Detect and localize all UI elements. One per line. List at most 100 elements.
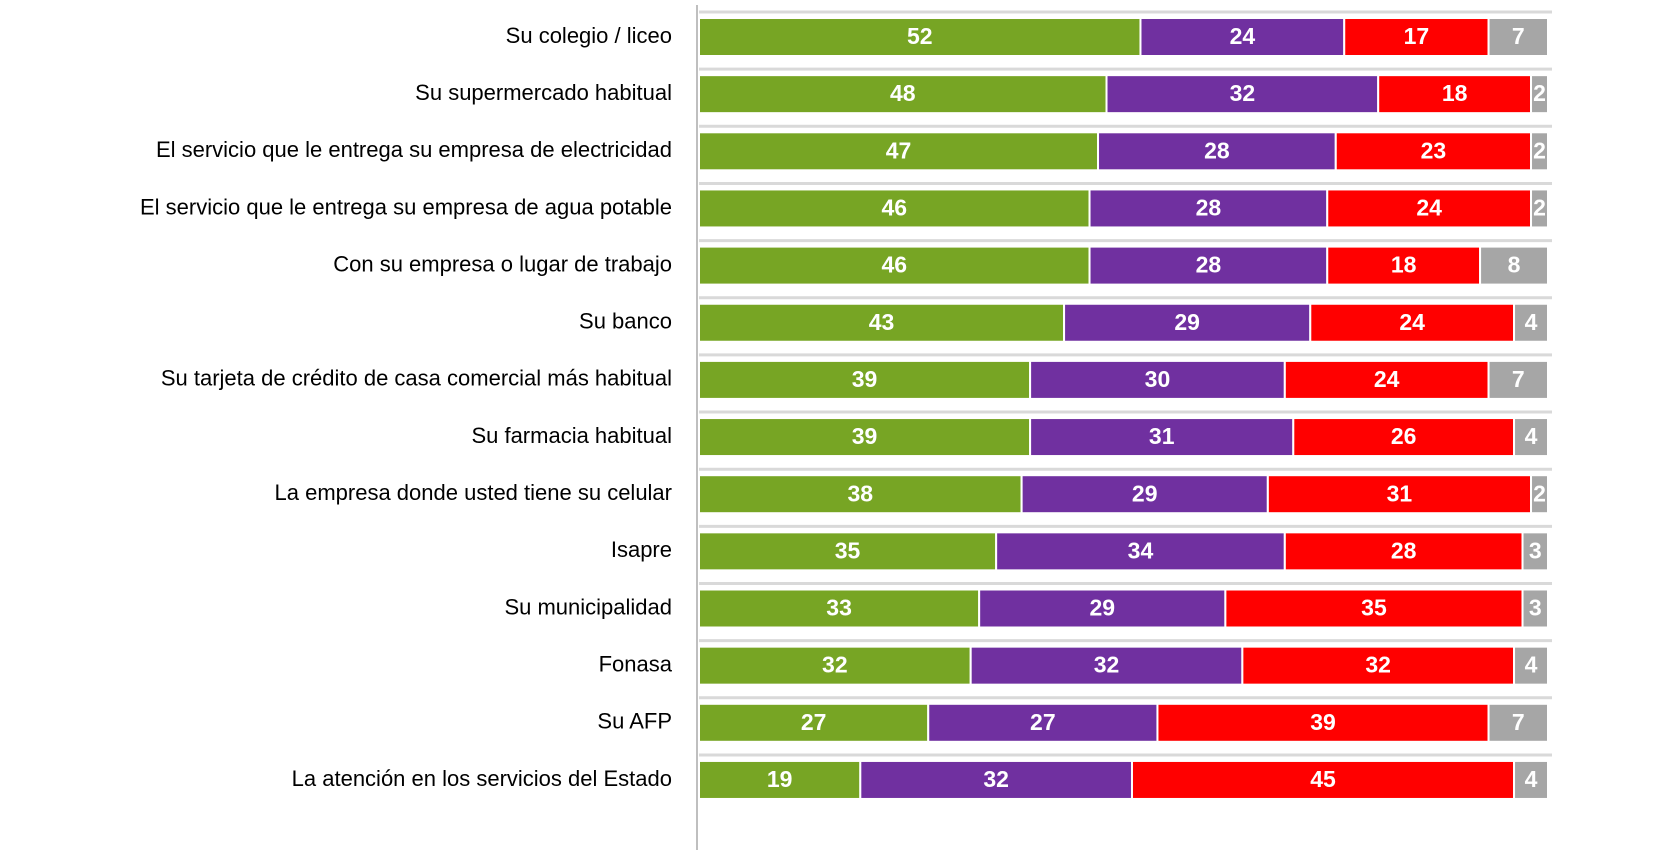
bar-segment [1530, 474, 1550, 515]
category-label: La empresa donde usted tiene su celular [275, 480, 672, 505]
value-label: 32 [1094, 652, 1120, 678]
bar-segment [1513, 759, 1550, 800]
value-label: 18 [1391, 252, 1417, 278]
value-label: 24 [1399, 309, 1425, 335]
category-label: El servicio que le entrega su empresa de… [156, 137, 672, 162]
value-label: 7 [1512, 23, 1525, 49]
value-label: 35 [835, 537, 861, 563]
value-label: 34 [1128, 537, 1154, 563]
value-label: 31 [1149, 423, 1175, 449]
value-label: 32 [983, 766, 1009, 792]
value-label: 19 [767, 766, 793, 792]
value-label: 2 [1533, 137, 1546, 163]
value-label: 46 [881, 195, 907, 221]
bar-segment [859, 759, 1133, 800]
value-label: 52 [907, 23, 933, 49]
bar-segment [1530, 131, 1550, 172]
bar-segment [698, 474, 1023, 515]
value-label: 43 [869, 309, 895, 335]
value-label: 38 [848, 480, 874, 506]
bar-segment [1487, 702, 1549, 743]
bar-segment [1283, 359, 1490, 400]
category-label: Isapre [611, 537, 672, 562]
value-label: 28 [1391, 537, 1417, 563]
bar-segment [1088, 188, 1329, 229]
bar-segment [698, 702, 930, 743]
value-label: 8 [1508, 252, 1521, 278]
bar-segment [698, 74, 1108, 115]
value-label: 27 [801, 709, 827, 735]
value-label: 24 [1374, 366, 1400, 392]
bar-segment [978, 588, 1227, 629]
value-label: 7 [1512, 366, 1525, 392]
value-label: 26 [1391, 423, 1417, 449]
bar-segment [1530, 188, 1550, 229]
value-label: 39 [852, 423, 878, 449]
bar-segment [1513, 645, 1550, 686]
bar-segment [1530, 74, 1550, 115]
bar-segment [969, 645, 1244, 686]
category-label: Su municipalidad [504, 594, 672, 619]
category-label: Fonasa [599, 651, 673, 676]
value-label: 35 [1361, 595, 1387, 621]
category-label: Su colegio / liceo [506, 23, 672, 48]
bar-segment [1224, 588, 1524, 629]
value-label: 3 [1529, 595, 1542, 621]
value-label: 32 [822, 652, 848, 678]
value-label: 32 [1230, 80, 1256, 106]
bar-segment [995, 531, 1286, 572]
category-label: La atención en los servicios del Estado [292, 766, 672, 791]
value-label: 31 [1387, 480, 1413, 506]
value-label: 23 [1421, 137, 1447, 163]
value-label: 4 [1525, 766, 1538, 792]
bar-segment [1266, 474, 1533, 515]
bar-segment [698, 645, 972, 686]
value-label: 32 [1365, 652, 1391, 678]
bar-segment [1309, 302, 1516, 343]
bar-segment [1130, 759, 1516, 800]
value-label: 3 [1529, 537, 1542, 563]
category-label: El servicio que le entrega su empresa de… [140, 194, 672, 219]
category-label: Su AFP [597, 709, 672, 734]
value-label: 2 [1533, 480, 1546, 506]
bar-segment [1513, 302, 1550, 343]
value-label: 28 [1204, 137, 1230, 163]
bar-segment [698, 588, 981, 629]
bar-segment [1105, 74, 1380, 115]
bar-segment [1097, 131, 1337, 172]
value-label: 29 [1089, 595, 1115, 621]
value-label: 45 [1310, 766, 1336, 792]
bar-segment [698, 417, 1032, 458]
value-label: 39 [1310, 709, 1336, 735]
bar-segment [698, 245, 1091, 286]
value-label: 17 [1404, 23, 1430, 49]
value-label: 30 [1145, 366, 1171, 392]
bar-segment [698, 188, 1091, 229]
value-label: 4 [1525, 423, 1538, 449]
value-label: 48 [890, 80, 916, 106]
bar-segment [1063, 302, 1312, 343]
value-label: 46 [881, 252, 907, 278]
bar-segment [698, 359, 1032, 400]
bar-segment [1479, 245, 1549, 286]
bar-segment [1513, 417, 1550, 458]
category-label: Su farmacia habitual [471, 423, 672, 448]
bar-segment [1326, 188, 1533, 229]
value-label: 28 [1196, 195, 1222, 221]
bar-segment [698, 302, 1066, 343]
value-label: 27 [1030, 709, 1056, 735]
value-label: 28 [1196, 252, 1222, 278]
bar-segment [1521, 531, 1550, 572]
value-label: 24 [1416, 195, 1442, 221]
value-label: 24 [1230, 23, 1256, 49]
value-label: 33 [826, 595, 852, 621]
value-label: 2 [1533, 80, 1546, 106]
bar-segment [698, 759, 862, 800]
bar-segment [1241, 645, 1516, 686]
bar-segment [1156, 702, 1490, 743]
bar-segment [1487, 17, 1549, 57]
value-label: 39 [852, 366, 878, 392]
value-label: 47 [886, 137, 912, 163]
category-label: Su banco [579, 309, 672, 334]
